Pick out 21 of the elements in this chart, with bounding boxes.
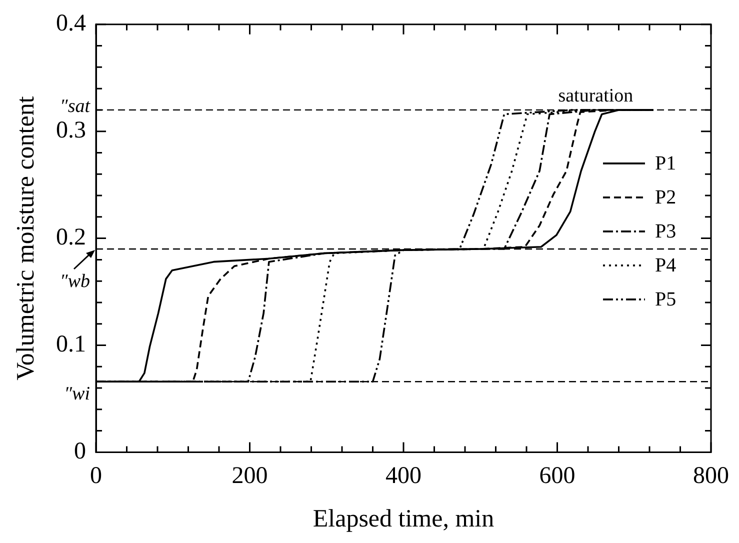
x-tick-label: 600	[539, 462, 576, 489]
ref-line-label: ″wb	[60, 270, 90, 292]
x-tick-label: 0	[90, 462, 102, 489]
x-axis-title: Elapsed time, min	[312, 506, 495, 533]
x-tick-label: 800	[693, 462, 729, 489]
legend-label: P5	[655, 288, 676, 311]
y-tick-label: 0.4	[56, 10, 86, 37]
y-axis-title: Volumetric moisture content	[12, 96, 40, 380]
legend-label: P3	[655, 220, 676, 243]
ref-line-label: ″sat	[60, 96, 91, 117]
y-tick-label: 0.3	[56, 118, 86, 144]
y-tick-label: 0	[74, 438, 86, 464]
legend-label: P2	[655, 186, 676, 209]
x-tick-label: 200	[232, 462, 268, 489]
legend-label: P4	[655, 254, 676, 277]
legend-label: P1	[655, 152, 676, 175]
x-tick-label: 400	[386, 462, 422, 489]
annotation: saturation	[558, 85, 634, 106]
y-tick-label: 0.1	[56, 332, 86, 358]
y-tick-label: 0.2	[56, 224, 86, 251]
ref-line-label: ″wi	[64, 384, 90, 405]
